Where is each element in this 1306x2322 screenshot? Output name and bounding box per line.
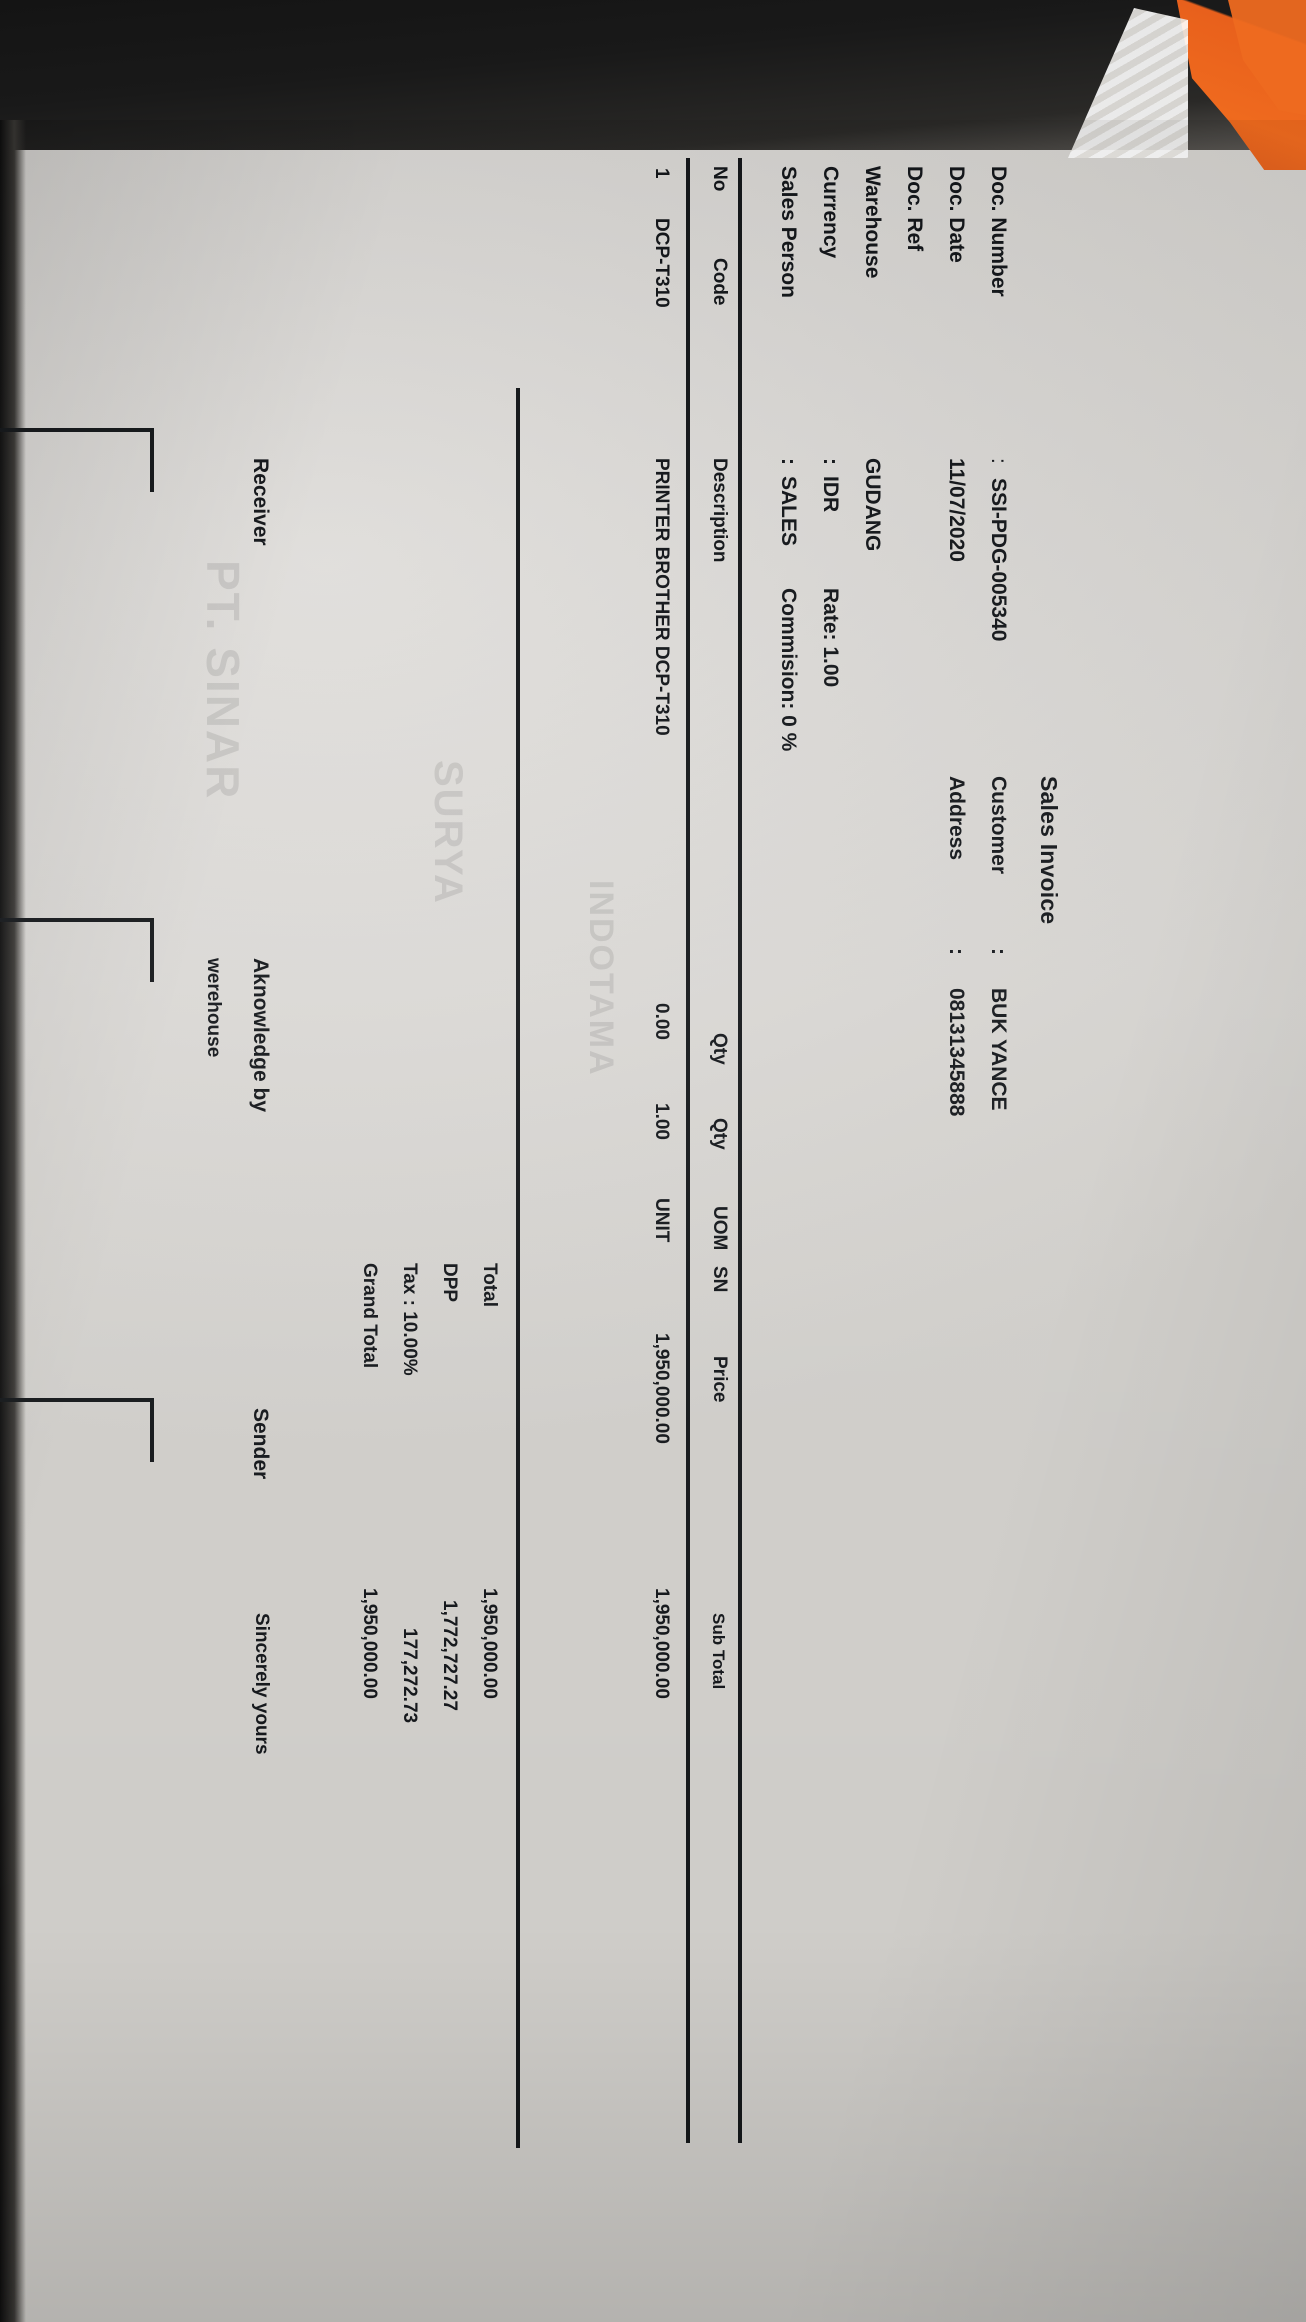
field-sep-doc-number: : bbox=[987, 458, 1010, 464]
cell-description: PRINTER BROTHER DCP-T310 bbox=[651, 458, 672, 736]
field-label-warehouse: Warehouse bbox=[861, 166, 884, 279]
cell-no: 1 bbox=[651, 168, 672, 179]
table-col-qty-1: Qty bbox=[709, 1033, 730, 1065]
invoice-sheet: Sales Invoice Doc. Number : SSI-PDG-0053… bbox=[0, 158, 1072, 2268]
field-extra-commission: Commision: 0 % bbox=[777, 588, 800, 752]
table-header-rule bbox=[686, 158, 690, 2143]
table-top-rule bbox=[738, 158, 742, 2143]
field-value-currency: IDR bbox=[819, 476, 842, 513]
total-label-tax: Tax : 10.00% bbox=[399, 1263, 420, 1376]
signature-sub-werehouse: werehouse bbox=[203, 958, 224, 1058]
total-value-dpp: 1,772,727.27 bbox=[439, 1600, 460, 1711]
cell-price: 1,950,000.00 bbox=[651, 1333, 672, 1444]
total-value-total: 1,950,000.00 bbox=[479, 1588, 500, 1699]
cell-uom: UNIT bbox=[651, 1198, 672, 1243]
table-col-qty-2: Qty bbox=[709, 1118, 730, 1150]
signature-label-receiver: Receiver bbox=[249, 458, 272, 546]
field-sep-sales-person: : bbox=[777, 458, 800, 465]
table-col-code: Code bbox=[709, 258, 730, 306]
table-col-uom: UOM bbox=[709, 1206, 730, 1251]
total-label-dpp: DPP bbox=[439, 1263, 460, 1303]
cell-code: DCP-T310 bbox=[651, 218, 672, 308]
field-value-warehouse: GUDANG bbox=[861, 458, 884, 552]
table-bottom-rule bbox=[516, 388, 520, 2148]
field-value-customer: BUK YANCE bbox=[987, 988, 1010, 1111]
field-extra-currency-rate: Rate: 1.00 bbox=[819, 588, 842, 688]
field-label-doc-ref: Doc. Ref bbox=[903, 166, 926, 252]
field-value-sales-person: SALES bbox=[777, 476, 800, 547]
total-value-tax: 177,272.73 bbox=[399, 1628, 420, 1724]
signature-closing: Sincerely yours bbox=[251, 1613, 272, 1755]
field-label-customer: Customer bbox=[987, 776, 1010, 875]
field-value-address: 08131345888 bbox=[945, 988, 968, 1117]
field-sep-currency: : bbox=[819, 458, 842, 465]
table-col-sub-total: Sub Total bbox=[709, 1613, 728, 1690]
field-label-doc-number: Doc. Number bbox=[987, 166, 1010, 297]
table-col-sn: SN bbox=[709, 1266, 730, 1293]
field-sep-address: : bbox=[945, 948, 968, 955]
signature-label-aknowledge-by: Aknowledge by bbox=[249, 958, 272, 1113]
table-col-description: Description bbox=[709, 458, 730, 563]
field-value-doc-date: 11/07/2020 bbox=[945, 458, 968, 562]
total-value-grand-total: 1,950,000.00 bbox=[359, 1588, 380, 1699]
field-label-sales-person: Sales Person bbox=[777, 166, 800, 298]
field-sep-customer: : bbox=[987, 948, 1010, 955]
signature-label-sender: Sender bbox=[249, 1408, 272, 1480]
total-label-total: Total bbox=[479, 1263, 500, 1307]
cell-sub-total: 1,950,000.00 bbox=[651, 1588, 672, 1699]
field-label-doc-date: Doc. Date bbox=[945, 166, 968, 263]
cell-qty-2: 1.00 bbox=[651, 1103, 672, 1140]
invoice-title: Sales Invoice bbox=[1036, 776, 1062, 925]
table-col-no: No bbox=[709, 166, 730, 192]
field-label-currency: Currency bbox=[819, 166, 842, 259]
paper-left-shadow bbox=[0, 120, 26, 2322]
field-value-doc-number: SSI-PDG-005340 bbox=[987, 478, 1010, 642]
cell-qty-1: 0.00 bbox=[651, 1003, 672, 1040]
paper-surface bbox=[0, 120, 1306, 2322]
table-col-price: Price bbox=[709, 1356, 730, 1403]
field-label-address: Address bbox=[945, 776, 968, 861]
total-label-grand-total: Grand Total bbox=[359, 1263, 380, 1369]
